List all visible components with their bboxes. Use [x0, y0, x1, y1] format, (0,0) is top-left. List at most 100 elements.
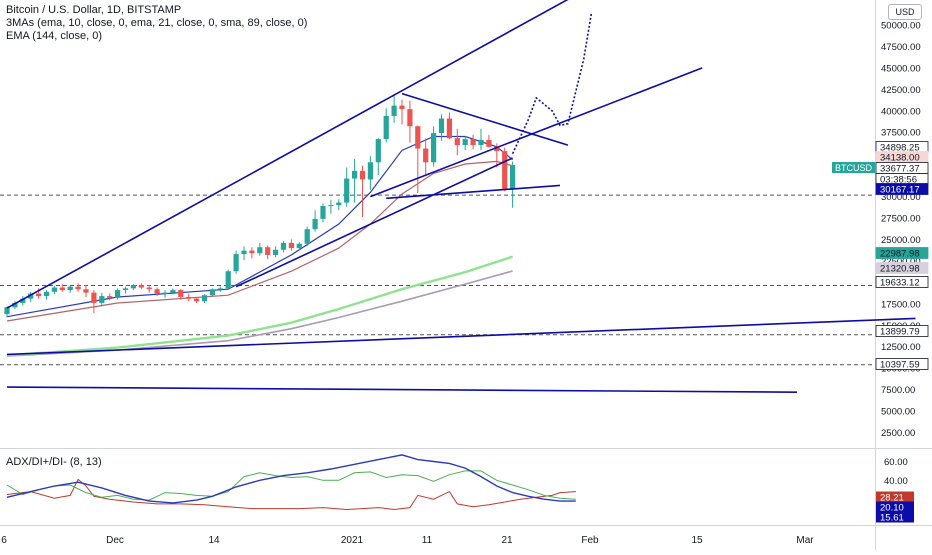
trendline[interactable] — [370, 67, 703, 198]
candle-body — [423, 148, 429, 163]
candle-body — [130, 284, 136, 289]
candle-body — [154, 289, 160, 294]
indicator-axis-tick: 60.00 — [884, 457, 908, 468]
chart-legend: Bitcoin / U.S. Dollar, 1D, BITSTAMP 3MAs… — [6, 4, 307, 43]
indicator-value-badge — [876, 511, 914, 523]
price-axis-tick: 7500.00 — [881, 385, 915, 396]
candle-body — [280, 242, 287, 250]
ticker-tag[interactable]: BTCUSD — [835, 163, 873, 173]
candle-body — [391, 105, 397, 116]
candle-body — [312, 218, 318, 230]
candle-body — [201, 295, 208, 302]
price-axis-tick: 12500.00 — [881, 342, 921, 353]
price-label-value: 10397.59 — [880, 360, 920, 371]
ema-indicator-label[interactable]: EMA (144, close, 0) — [6, 30, 102, 42]
sma89-line — [6, 255, 513, 357]
candle-body — [320, 206, 326, 219]
candle-body — [399, 105, 405, 110]
time-axis-tick: Mar — [796, 535, 814, 546]
candle-body — [170, 290, 176, 293]
candle-body — [4, 307, 10, 315]
price-axis-tick: 37500.00 — [881, 128, 921, 139]
ma-indicator-label[interactable]: 3MAs (ema, 10, close, 0, ema, 21, close,… — [6, 17, 308, 29]
time-axis-tick: Feb — [581, 535, 599, 546]
candle-body — [288, 242, 294, 249]
candle-body — [273, 249, 279, 255]
trendline[interactable] — [6, 386, 798, 393]
candle-body — [502, 151, 508, 189]
candle-body — [359, 170, 366, 180]
candle-body — [296, 243, 302, 249]
indicator-value-badge — [876, 491, 914, 503]
candle-body — [83, 289, 89, 293]
candle-body — [438, 118, 445, 134]
trendline[interactable] — [235, 157, 513, 288]
candle-body — [51, 287, 57, 292]
price-axis-tick: 2500.00 — [881, 428, 915, 439]
trendline[interactable] — [6, 317, 916, 356]
time-axis-tick: 15 — [691, 535, 703, 546]
candle-body — [43, 291, 50, 297]
candle-body — [265, 247, 271, 255]
price-label-value: 03:38:56 — [880, 175, 917, 186]
candle-body — [328, 205, 334, 207]
candle-body — [28, 293, 34, 299]
candle-body — [249, 250, 255, 254]
price-axis-tick: 50000.00 — [881, 21, 921, 32]
currency-selector[interactable]: USD — [888, 4, 922, 20]
trendline[interactable] — [401, 92, 569, 146]
candle-body — [107, 296, 113, 298]
candle-body — [178, 290, 184, 297]
candle-body — [75, 286, 81, 290]
candle-body — [241, 250, 247, 255]
price-axis-tick: 42500.00 — [881, 85, 921, 96]
candle-body — [257, 247, 263, 254]
time-axis-tick: 14 — [208, 535, 220, 546]
candle-body — [454, 138, 460, 146]
candle-body — [462, 139, 468, 146]
price-label-value: 34898.25 — [880, 143, 920, 154]
price-label-badge — [875, 262, 929, 274]
candle-body — [146, 287, 152, 290]
indicator-value: 28.21 — [880, 493, 904, 504]
candle-body — [233, 254, 239, 272]
price-label-badge — [875, 276, 929, 288]
symbol-title[interactable]: Bitcoin / U.S. Dollar, 1D, BITSTAMP — [6, 4, 182, 16]
ema10-line — [6, 135, 513, 318]
time-axis-tick: 2021 — [341, 535, 364, 546]
ticker-tag-bg — [832, 162, 875, 173]
candle-body — [367, 162, 373, 180]
trendline[interactable] — [386, 184, 561, 200]
price-label-value: 13899.79 — [880, 327, 920, 338]
candle-body — [470, 139, 476, 146]
time-axis-tick: 21 — [501, 535, 513, 546]
candle-body — [494, 146, 500, 152]
candle-body — [209, 289, 215, 296]
price-axis-tick: 17500.00 — [881, 299, 921, 310]
indicator-axis-tick: 40.00 — [884, 476, 908, 487]
price-label-value: 34138.00 — [880, 153, 920, 164]
indicator-value: 20.10 — [880, 503, 904, 514]
candle-body — [67, 286, 73, 291]
di-minus-line — [6, 478, 576, 511]
price-label-badge — [875, 358, 929, 370]
candle-body — [431, 133, 437, 163]
candle-body — [304, 229, 310, 244]
price-axis-tick: 47500.00 — [881, 42, 921, 53]
candle-body — [375, 139, 381, 163]
price-axis-tick: 40000.00 — [881, 106, 921, 117]
candle-body — [138, 284, 144, 288]
candle-body — [510, 165, 516, 189]
candle-body — [478, 139, 484, 146]
candle-body — [162, 292, 168, 294]
di-plus-line — [6, 470, 576, 501]
candle-body — [336, 202, 342, 206]
trendline[interactable] — [6, 0, 584, 309]
price-label-badge — [875, 247, 929, 259]
price-label-value: 21320.98 — [880, 264, 920, 275]
price-label-badge — [875, 183, 929, 195]
candle-body — [122, 288, 129, 291]
adx-indicator-label[interactable]: ADX/DI+/DI- (8, 13) — [6, 456, 102, 468]
price-axis-tick: 27500.00 — [881, 214, 921, 225]
